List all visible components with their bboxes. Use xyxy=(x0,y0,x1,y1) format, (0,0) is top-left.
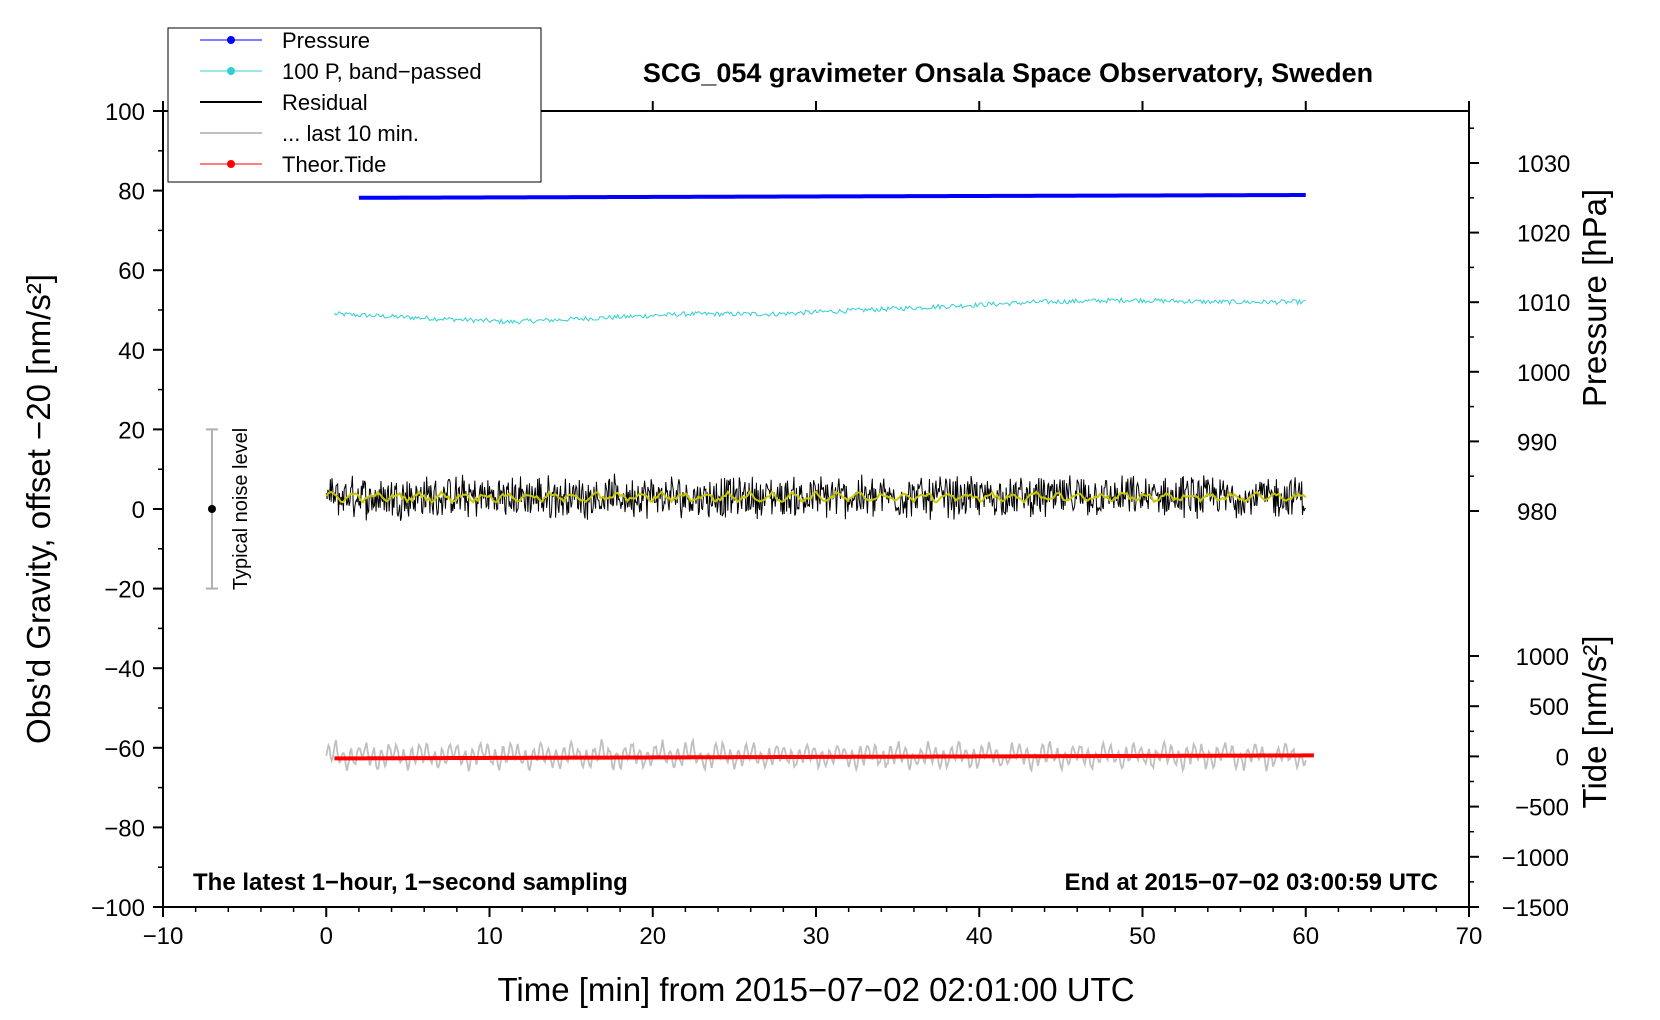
x-tick-label: −10 xyxy=(143,923,184,950)
y-tick-label: −80 xyxy=(104,815,145,842)
legend: Pressure 100 P, band−passed Residual ... la… xyxy=(168,28,541,182)
y-tick-label: −100 xyxy=(91,895,145,922)
tide-tick-label: 500 xyxy=(1529,694,1569,721)
noise-bar-center xyxy=(208,505,216,513)
series-pressure-line xyxy=(359,195,1306,198)
pressure-tick-label: 1030 xyxy=(1517,151,1570,178)
pressure-tick-label: 1000 xyxy=(1517,360,1570,387)
series-layer xyxy=(326,195,1314,771)
pressure-tick-label: 1020 xyxy=(1517,221,1570,248)
x-tick-label: 40 xyxy=(966,923,993,950)
tide-tick-label: 0 xyxy=(1556,744,1569,771)
legend-swatch-marker xyxy=(227,36,235,44)
legend-swatch-marker xyxy=(227,67,235,75)
y-tick-label: 20 xyxy=(118,417,145,444)
tide-tick-label: −1500 xyxy=(1502,895,1569,922)
y-axis-title-left: Obs'd Gravity, offset −20 [nm/s²] xyxy=(20,274,57,744)
x-tick-label: 10 xyxy=(476,923,503,950)
x-tick-label: 30 xyxy=(803,923,830,950)
noise-level-indicator xyxy=(206,429,218,588)
legend-label: Residual xyxy=(282,90,368,115)
y-tick-label: 100 xyxy=(105,99,145,126)
tide-tick-label: 1000 xyxy=(1516,644,1569,671)
x-tick-label: 60 xyxy=(1292,923,1319,950)
plot-frame xyxy=(163,111,1469,907)
chart-title: SCG_054 gravimeter Onsala Space Observat… xyxy=(643,58,1373,88)
tide-tick-label: −500 xyxy=(1515,795,1569,822)
pressure-tick-label: 990 xyxy=(1517,429,1557,456)
legend-label: ... last 10 min. xyxy=(282,121,419,146)
x-axis-title: Time [min] from 2015−07−02 02:01:00 UTC xyxy=(497,971,1134,1008)
y-axis-title-tide: Tide [nm/s²] xyxy=(1576,636,1613,809)
x-tick-label: 0 xyxy=(320,923,333,950)
legend-swatch-marker xyxy=(227,160,235,168)
tide-tick-label: −1000 xyxy=(1502,845,1569,872)
legend-label: Theor.Tide xyxy=(282,152,386,177)
pressure-tick-label: 980 xyxy=(1517,499,1557,526)
noise-level-label: Typical noise level xyxy=(230,428,252,590)
y-tick-label: −60 xyxy=(104,736,145,763)
x-tick-label: 20 xyxy=(639,923,666,950)
annotation-sampling: The latest 1−hour, 1−second sampling xyxy=(193,869,628,896)
axes-layer: −10 0 10 20 30 40 50 60 70100806040200−20−40−60−… xyxy=(91,99,1570,950)
legend-label: Pressure xyxy=(282,28,370,53)
y-tick-label: −40 xyxy=(104,656,145,683)
x-tick-label: 50 xyxy=(1129,923,1156,950)
series-residual-line xyxy=(326,474,1306,521)
x-tick-label: 70 xyxy=(1456,923,1483,950)
y-tick-label: 0 xyxy=(132,497,145,524)
annotation-end-time: End at 2015−07−02 03:00:59 UTC xyxy=(1064,869,1438,896)
y-axis-title-pressure: Pressure [hPa] xyxy=(1576,189,1613,407)
pressure-tick-label: 1010 xyxy=(1517,290,1570,317)
legend-label: 100 P, band−passed xyxy=(282,59,482,84)
series-bandpassed-line xyxy=(334,298,1305,324)
y-tick-label: 40 xyxy=(118,338,145,365)
gravimeter-chart: −10 0 10 20 30 40 50 60 70100806040200−20−40−60−… xyxy=(0,0,1660,1020)
y-tick-label: 60 xyxy=(118,258,145,285)
y-tick-label: −20 xyxy=(104,577,145,604)
y-tick-label: 80 xyxy=(118,179,145,206)
